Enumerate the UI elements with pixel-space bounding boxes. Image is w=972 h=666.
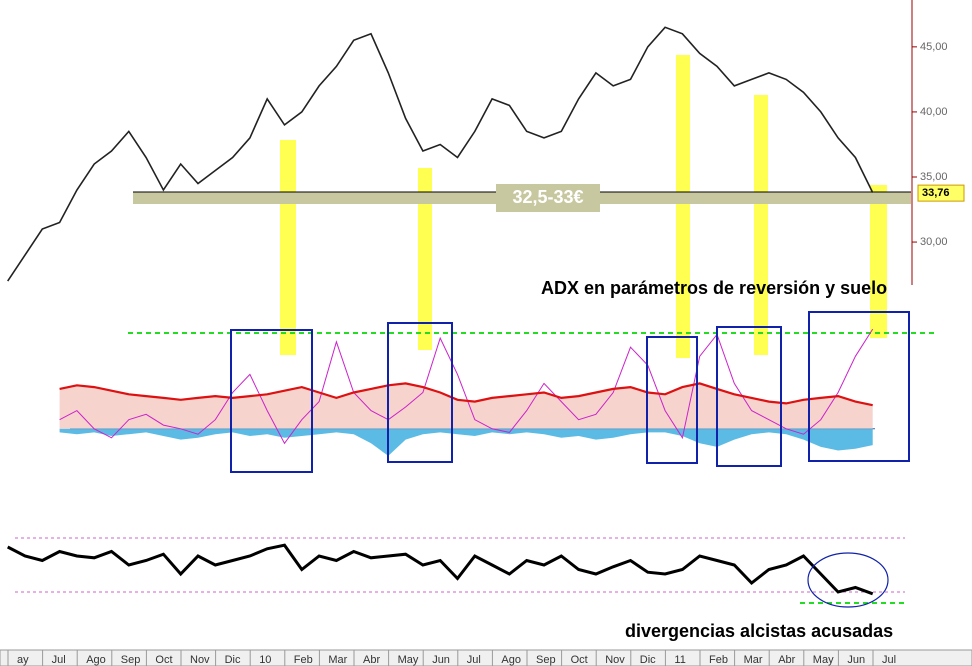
- x-tick-label: Jun: [432, 654, 450, 666]
- highlights: [128, 55, 938, 604]
- oscillator-line: [7, 543, 874, 596]
- x-tick-label: Dic: [640, 654, 656, 666]
- boxes: [230, 311, 910, 608]
- support-label: 32,5-33€: [512, 187, 583, 207]
- annotation: ADX en parámetros de reversión y suelo: [541, 278, 887, 298]
- x-tick-label: Dic: [225, 654, 241, 666]
- x-tick-label: Oct: [571, 654, 588, 666]
- yellow-bar: [754, 95, 768, 355]
- x-tick-label: Jun: [847, 654, 865, 666]
- y-tick-label: 45,00: [920, 41, 948, 53]
- x-tick-label: Sep: [536, 654, 556, 666]
- x-tick-label: Jul: [52, 654, 66, 666]
- x-tick-label: Ago: [501, 654, 521, 666]
- ellipse: [807, 552, 889, 608]
- support-label-box: [496, 184, 600, 212]
- box: [230, 329, 313, 473]
- x-tick-label: 11: [674, 654, 685, 666]
- box: [808, 311, 910, 462]
- x-tick-label: May: [813, 654, 834, 666]
- x-tick-label: Abr: [778, 654, 795, 666]
- x-tick-label: Nov: [190, 654, 210, 666]
- x-tick-label: May: [398, 654, 419, 666]
- x-tick-label: Mar: [328, 654, 347, 666]
- yellow-bar: [280, 140, 296, 355]
- x-tick-label: Mar: [744, 654, 763, 666]
- y-tick-label: 40,00: [920, 106, 948, 118]
- di-line: [59, 328, 874, 445]
- x-tick-label: Ago: [86, 654, 106, 666]
- x-tick-label: Feb: [294, 654, 313, 666]
- x-tick-label: Sep: [121, 654, 141, 666]
- x-tick-label: Abr: [363, 654, 380, 666]
- yellow-bar: [418, 168, 432, 350]
- x-axis-bar: [0, 649, 972, 666]
- x-tick-label: ay: [17, 654, 29, 666]
- y-tick-label: 35,00: [920, 171, 948, 183]
- price-line: [7, 26, 874, 282]
- yellow-bar: [676, 55, 690, 358]
- x-tick-label: Oct: [155, 654, 172, 666]
- x-tick-label: Jul: [882, 654, 896, 666]
- adx-negative-area: [59, 428, 873, 456]
- box: [716, 326, 782, 467]
- yellow-bar: [870, 185, 887, 338]
- annotation: divergencias alcistas acusadas: [625, 621, 893, 641]
- plot: ay Jul Ago Sep Oct Nov Dic 10 Feb Mar Abr May Jun Jul…: [7, 26, 965, 666]
- last-price-box: [917, 184, 965, 202]
- adx-line: [59, 382, 873, 407]
- x-tick-label: 10: [259, 654, 271, 666]
- x-tick-label: Feb: [709, 654, 728, 666]
- y-tick-label: 30,00: [920, 236, 948, 248]
- x-tick-label: Nov: [605, 654, 625, 666]
- box: [387, 322, 453, 463]
- box: [646, 336, 698, 464]
- last-price-label: 33,76: [922, 187, 950, 199]
- x-tick-label: Jul: [467, 654, 481, 666]
